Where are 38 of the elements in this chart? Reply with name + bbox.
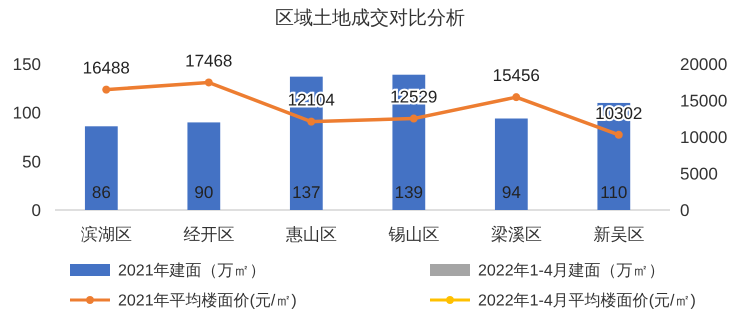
x-tick-label: 经开区 [183,225,234,244]
y2-tick-label: 20000 [680,54,728,74]
data-label: 137 [292,183,321,202]
y2-tick-label: 5000 [680,164,718,184]
data-label: 90 [194,183,214,202]
point [102,86,110,94]
y-tick-label: 0 [32,200,41,220]
data-label: 86 [92,183,111,202]
data-label: 94 [502,183,521,202]
point [410,114,418,123]
legend-label: 2022年1-4月建面（万㎡） [478,262,665,280]
data-label: 110 [600,183,628,202]
x-tick-label: 滨湖区 [80,225,132,244]
x-tick-label: 惠山区 [284,225,337,244]
y-tick-label: 150 [12,54,41,74]
legend-label: 2021年平均楼面价(元/㎡) [118,292,297,310]
data-label: 139 [394,183,424,202]
bar [494,118,528,210]
bar [84,126,118,210]
y2-tick-label: 10000 [680,128,728,147]
legend-label: 2021年建面（万㎡） [118,262,266,280]
y-tick-label: 50 [22,152,41,172]
y2-tick-label: 15000 [680,91,728,110]
point [307,118,316,126]
bar [187,122,220,210]
x-tick-label: 锡山区 [387,225,440,244]
data-label: 17468 [185,51,232,70]
data-label: 15456 [492,66,540,86]
y2-tick-label: 0 [680,200,690,220]
point [512,93,520,102]
x-tick-label: 梁溪区 [490,225,542,244]
data-label: 16488 [82,58,130,78]
chart-title: 区域土地成交对比分析 [275,7,465,29]
legend-label: 2022年1-4月平均楼面价(元/㎡) [478,292,696,310]
y-tick-label: 100 [12,104,41,123]
x-tick-label: 新吴区 [593,225,644,244]
point [614,130,623,139]
point [204,78,213,86]
